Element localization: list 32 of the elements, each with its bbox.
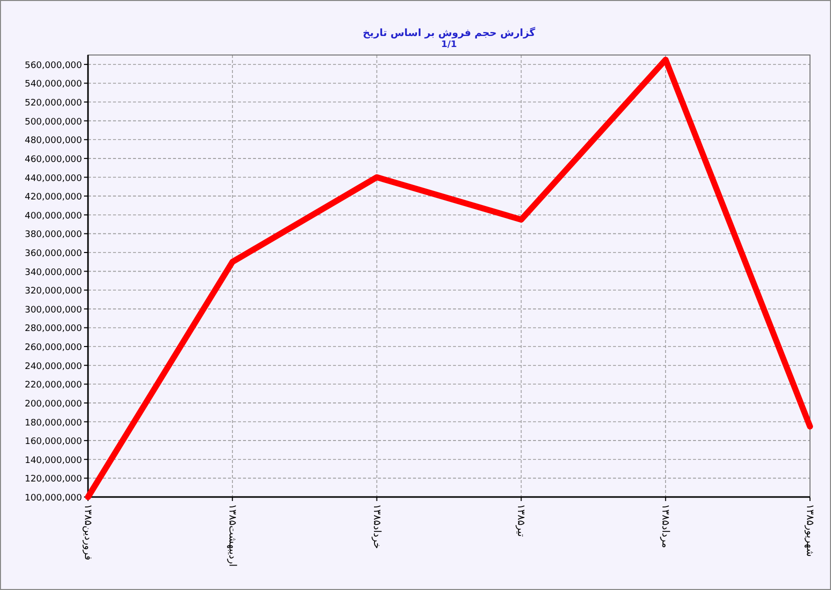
y-tick-label: 200,000,000 xyxy=(24,399,82,410)
y-tick-label: 320,000,000 xyxy=(24,286,82,297)
y-tick-label: 100,000,000 xyxy=(24,494,82,504)
y-tick-label: 180,000,000 xyxy=(24,418,82,428)
y-tick-label: 300,000,000 xyxy=(24,305,82,316)
y-tick-label: 520,000,000 xyxy=(24,98,82,109)
y-tick-label: 360,000,000 xyxy=(24,248,82,259)
y-tick-label: 440,000,000 xyxy=(24,174,82,184)
y-tick-label: 560,000,000 xyxy=(24,60,82,71)
y-tick-label: 160,000,000 xyxy=(24,437,82,448)
y-tick-label: 480,000,000 xyxy=(24,136,82,146)
y-tick-label: 340,000,000 xyxy=(24,268,82,278)
y-tick-label: 540,000,000 xyxy=(24,80,82,90)
y-tick-label: 120,000,000 xyxy=(24,474,82,485)
y-tick-label: 400,000,000 xyxy=(24,211,82,222)
y-tick-label: 500,000,000 xyxy=(24,117,82,128)
y-tick-label: 260,000,000 xyxy=(24,343,82,354)
x-tick-label: اردیبهشت۱۳۸۵ xyxy=(226,504,238,567)
y-tick-label: 420,000,000 xyxy=(24,192,82,203)
y-tick-label: 220,000,000 xyxy=(24,380,82,391)
y-tick-label: 240,000,000 xyxy=(24,362,82,372)
y-tick-label: 380,000,000 xyxy=(24,230,82,240)
y-tick-label: 140,000,000 xyxy=(24,456,82,466)
x-tick-label: فروردین۱۳۸۵ xyxy=(82,504,93,561)
x-tick-label: شهریور۱۳۸۵ xyxy=(804,504,815,557)
chart-title: گزارش حجم فروش بر اساس تاریخ xyxy=(362,26,536,39)
y-tick-label: 460,000,000 xyxy=(24,154,82,165)
x-tick-label: تیر۱۳۸۵ xyxy=(515,504,526,538)
x-tick-label: مرداد۱۳۸۵ xyxy=(660,504,671,548)
chart-subtitle: 1/1 xyxy=(441,40,457,50)
x-tick-label: خرداد۱۳۸۵ xyxy=(370,504,382,549)
y-tick-label: 280,000,000 xyxy=(24,324,82,334)
